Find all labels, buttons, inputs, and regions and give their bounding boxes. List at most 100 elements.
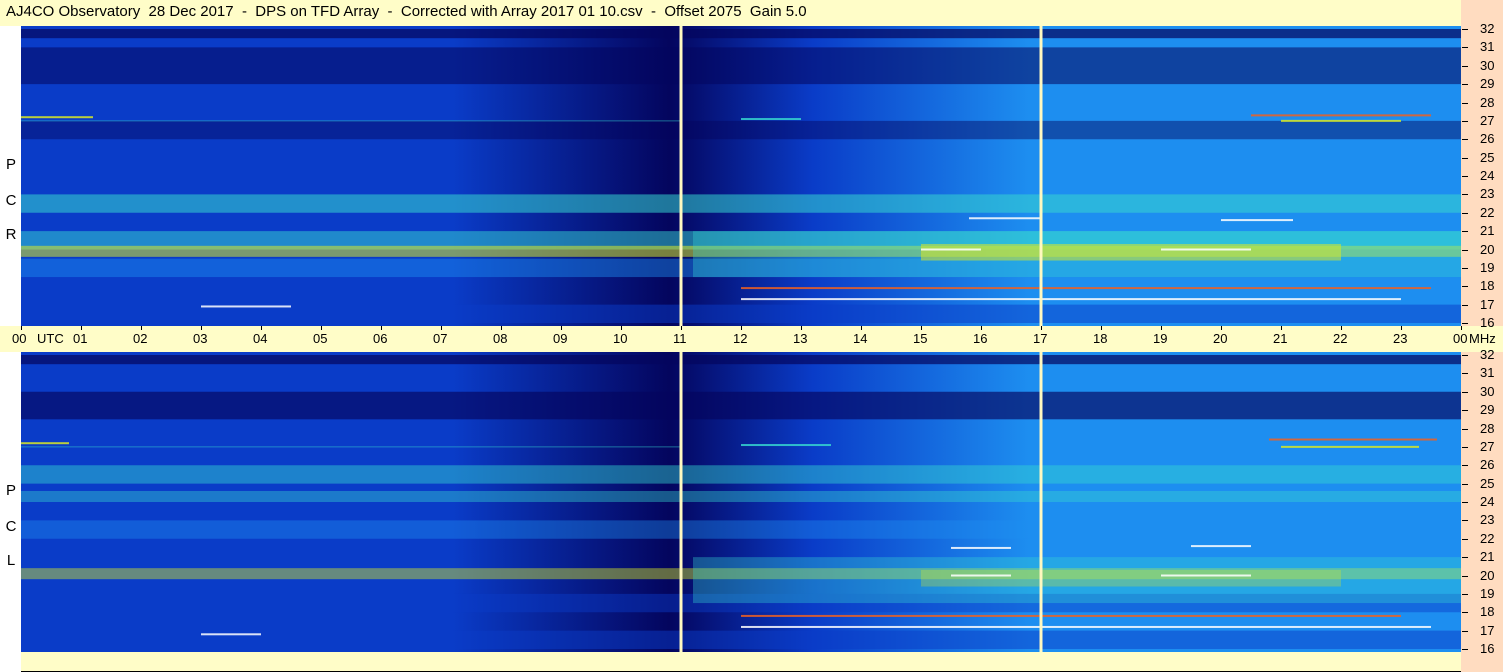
frequency-tick-mark — [1462, 557, 1468, 559]
time-marker-1 — [1039, 352, 1043, 652]
interference-streak-9 — [921, 248, 981, 251]
frequency-tick-label: 28 — [1480, 420, 1495, 436]
frequency-tick-mark — [1462, 84, 1468, 86]
interference-streak-1 — [741, 444, 831, 447]
band-2 — [21, 465, 1461, 484]
frequency-tick-label: 25 — [1480, 475, 1495, 491]
time-tick-mark — [921, 326, 922, 330]
time-tick-mark — [261, 326, 262, 330]
time-tick-label: 22 — [1333, 331, 1348, 346]
time-tick-label: 08 — [493, 331, 508, 346]
frequency-tick-mark — [1462, 446, 1468, 448]
time-tick-label: 02 — [133, 331, 148, 346]
frequency-tick-mark — [1462, 410, 1468, 412]
band-0 — [21, 355, 1461, 365]
frequency-tick-label: 21 — [1480, 223, 1495, 239]
frequency-tick-mark — [1462, 29, 1468, 30]
frequency-tick-mark — [1462, 249, 1468, 251]
band-6 — [21, 258, 1461, 278]
time-tick-label: 18 — [1093, 331, 1108, 346]
interference-streak-4 — [969, 217, 1041, 220]
time-tick-label: 15 — [913, 331, 928, 346]
afternoon-enhancement — [693, 557, 1461, 604]
frequency-tick-mark — [1462, 428, 1468, 430]
frequency-tick-mark — [1462, 630, 1468, 632]
frequency-tick-mark — [1462, 465, 1468, 467]
interference-streak-5 — [1221, 219, 1293, 222]
time-tick-mark — [861, 326, 862, 330]
frequency-tick-label: 30 — [1480, 383, 1495, 399]
frequency-tick-label: 22 — [1480, 530, 1495, 546]
time-tick-mark — [21, 326, 22, 330]
polarization-letter: P — [5, 156, 16, 173]
time-tick-label: 00 — [12, 331, 27, 346]
time-tick-mark — [621, 326, 622, 330]
interference-streak-3 — [1281, 119, 1401, 122]
frequency-tick-label: 31 — [1480, 365, 1495, 381]
utc-unit-label: UTC — [37, 331, 64, 346]
frequency-tick-mark — [1462, 231, 1468, 233]
frequency-tick-label: 28 — [1480, 94, 1495, 110]
frequency-tick-label: 22 — [1480, 204, 1495, 220]
time-tick-mark — [1281, 326, 1282, 330]
interference-streak-6 — [741, 614, 1401, 617]
frequency-tick-label: 19 — [1480, 585, 1495, 601]
frequency-tick-mark — [1462, 323, 1468, 324]
interference-streak-5 — [1191, 545, 1251, 548]
frequency-tick-label: 25 — [1480, 149, 1495, 165]
band-0 — [21, 29, 1461, 39]
time-tick-label: 10 — [613, 331, 628, 346]
time-tick-mark — [381, 326, 382, 330]
time-tick-mark — [501, 326, 502, 330]
time-tick-label: 01 — [73, 331, 88, 346]
frequency-tick-mark — [1462, 520, 1468, 522]
frequency-tick-mark — [1462, 304, 1468, 306]
time-tick-label: 11 — [673, 331, 687, 346]
polarization-letter: L — [6, 552, 16, 569]
time-tick-label: 23 — [1393, 331, 1408, 346]
afternoon-peak — [921, 569, 1341, 587]
title-bar: AJ4CO Observatory 28 Dec 2017 - DPS on T… — [0, 0, 1503, 26]
frequency-tick-label: 27 — [1480, 438, 1495, 454]
band-7 — [21, 630, 1461, 649]
band-5 — [21, 568, 1461, 580]
frequency-tick-label: 26 — [1480, 131, 1495, 147]
interference-streak-7 — [741, 298, 1401, 301]
frequency-tick-mark — [1462, 176, 1468, 177]
frequency-tick-mark — [1462, 502, 1468, 503]
time-tick-label: 17 — [1033, 331, 1048, 346]
time-tick-mark — [1461, 326, 1462, 330]
frequency-tick-mark — [1462, 120, 1468, 122]
frequency-tick-mark — [1462, 194, 1468, 196]
time-tick-mark — [141, 326, 142, 330]
time-tick-label: 06 — [373, 331, 388, 346]
interference-streak-10 — [1161, 248, 1251, 251]
time-tick-mark — [681, 326, 682, 330]
time-marker-0 — [679, 26, 683, 326]
frequency-tick-label: 23 — [1480, 186, 1495, 202]
time-marker-0 — [679, 352, 683, 652]
interference-streak-7 — [741, 625, 1431, 628]
frequency-tick-mark — [1462, 593, 1468, 595]
band-edge-line — [21, 446, 681, 448]
band-5 — [21, 245, 1461, 257]
time-tick-label: 19 — [1153, 331, 1168, 346]
frequency-tick-label: 16 — [1480, 315, 1495, 330]
interference-streak-4 — [951, 546, 1011, 549]
interference-streak-0 — [21, 442, 69, 445]
frequency-tick-mark — [1462, 47, 1468, 49]
band-edge-line — [21, 120, 681, 122]
band-6 — [21, 593, 1461, 613]
frequency-tick-mark — [1462, 612, 1468, 614]
time-tick-label: 05 — [313, 331, 328, 346]
time-tick-mark — [981, 326, 982, 330]
time-tick-label: 07 — [433, 331, 448, 346]
frequency-tick-label: 24 — [1480, 494, 1495, 509]
interference-streak-10 — [1161, 574, 1251, 577]
frequency-tick-mark — [1462, 157, 1468, 159]
time-tick-mark — [1221, 326, 1222, 330]
frequency-tick-label: 29 — [1480, 76, 1495, 92]
time-tick-mark — [1401, 326, 1402, 330]
time-tick-mark — [1161, 326, 1162, 330]
time-tick-mark — [201, 326, 202, 330]
